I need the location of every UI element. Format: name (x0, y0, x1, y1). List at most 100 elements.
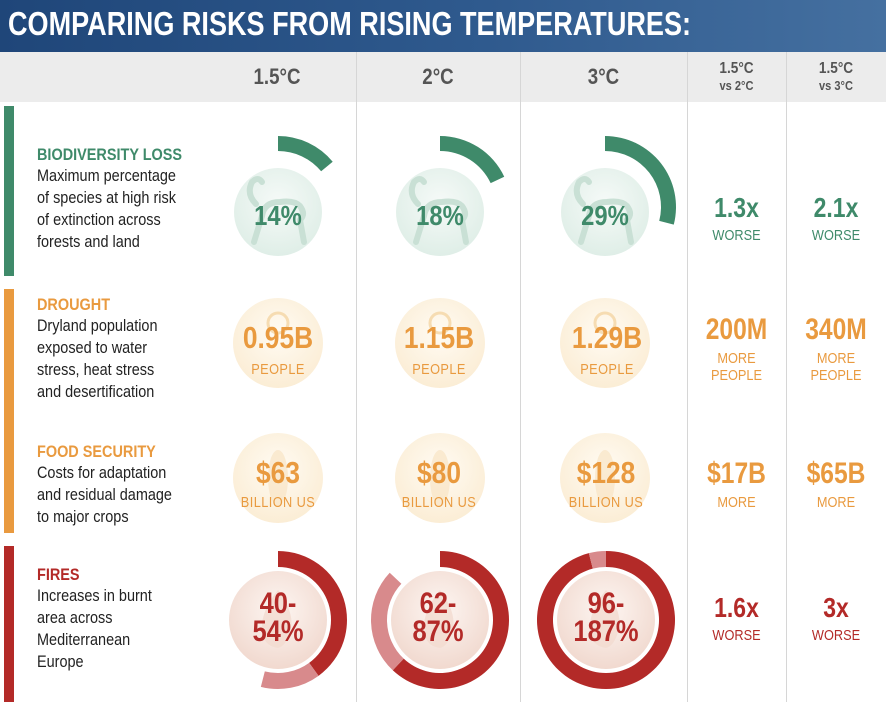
food-cmp-2c-unit: MORE (717, 494, 756, 511)
biodiversity-cmp-2c-unit: WORSE (712, 227, 761, 244)
drought-value-1-5c: 0.95B (242, 320, 314, 355)
drought-value-2c: 1.15B (403, 320, 475, 355)
drought-unit: PEOPLE (580, 361, 634, 378)
sun-icon (428, 311, 452, 335)
drought-bubble (560, 298, 650, 388)
column-header-3c: 3°C (587, 64, 620, 89)
biodiversity-arc (278, 136, 333, 172)
category-desc-line: stress, heat stress (37, 360, 155, 379)
drought-bubble (395, 298, 485, 388)
category-desc-line: to major crops (37, 507, 129, 526)
drought-unit: PEOPLE (251, 361, 305, 378)
monkey-icon (573, 176, 634, 245)
fires-arc-high (260, 662, 319, 689)
category-biodiversity: BIODIVERSITY LOSS Maximum percentage of … (37, 145, 217, 253)
food-unit: BILLION US (568, 494, 644, 511)
category-name: BIODIVERSITY LOSS (37, 145, 183, 164)
flame-icon (423, 590, 454, 648)
category-desc-line: and residual damage (37, 485, 172, 504)
category-desc-line: forests and land (37, 232, 140, 251)
fires-value-line: 54% (252, 615, 304, 648)
category-desc-line: Costs for adaptation (37, 463, 167, 482)
food-cmp-3c-unit: MORE (816, 494, 856, 511)
biodiversity-arc (440, 136, 505, 184)
column-divider (786, 52, 787, 702)
fires-value-1-5c: 40- 54% (236, 587, 321, 648)
column-header-line: 1.5°C (818, 60, 854, 77)
fires-cmp-3c-unit: WORSE (811, 627, 861, 644)
fires-arc-low (278, 551, 347, 676)
drought-value-3c: 1.29B (571, 320, 643, 355)
column-header-row: 1.5°C 2°C 3°C 1.5°C vs 2°C 1.5°C vs 3°C (0, 52, 886, 102)
drought-cmp-3c-value: 340M (805, 313, 867, 346)
category-desc-line: Europe (37, 652, 84, 671)
column-header-1-5c: 1.5°C (253, 64, 301, 89)
biodiversity-cmp-3c-value: 2.1x (813, 192, 859, 223)
category-desc-line: exposed to water (37, 338, 148, 357)
monkey-icon (246, 176, 307, 245)
fires-cmp-2c-value: 1.6x (714, 592, 759, 623)
column-header-1-5-vs-3: 1.5°C vs 3°C (794, 52, 879, 102)
column-divider (356, 52, 357, 702)
food-unit: BILLION US (240, 494, 316, 511)
column-header-line: vs 2°C (719, 78, 754, 93)
biodiversity-value-1-5c: 14% (254, 200, 302, 231)
category-name: FOOD SECURITY (37, 442, 156, 461)
fires-value-line: 96- (587, 587, 625, 620)
monkey-icon (408, 176, 469, 245)
category-desc-line: and desertification (37, 382, 155, 401)
fires-value-line: 40- (259, 587, 297, 620)
drought-bubble (233, 298, 323, 388)
category-desc-line: Maximum percentage (37, 166, 176, 185)
drought-cmp-2c-unit2: PEOPLE (710, 367, 763, 384)
category-fires: FIRES Increases in burnt area across Med… (37, 565, 217, 673)
column-header-1-5-vs-2: 1.5°C vs 2°C (694, 52, 778, 102)
fires-value-line: 87% (412, 615, 464, 648)
fires-cmp-3c-value: 3x (823, 592, 849, 623)
biodiversity-value-3c: 29% (581, 200, 629, 231)
biodiversity-cmp-3c-unit: WORSE (811, 227, 861, 244)
category-desc-line: Increases in burnt (37, 586, 152, 605)
biodiversity-category-bar (4, 106, 14, 276)
drought-food-category-bar (4, 289, 14, 533)
page-title: COMPARING RISKS FROM RISING TEMPERATURES… (8, 5, 692, 42)
sun-icon (593, 311, 617, 335)
flame-icon (589, 590, 620, 648)
column-header-line: 1.5°C (719, 60, 754, 77)
category-desc-line: Dryland population (37, 316, 158, 335)
drought-cmp-2c-unit1: MORE (717, 350, 756, 367)
title-bar: COMPARING RISKS FROM RISING TEMPERATURES… (0, 0, 886, 52)
fires-value-line: 62- (419, 587, 457, 620)
category-desc-line: of species at high risk (37, 188, 176, 207)
category-name: FIRES (37, 565, 80, 584)
food-cmp-3c-value: $65B (806, 457, 866, 490)
fires-arc-high (588, 551, 606, 569)
corn-icon (268, 450, 288, 506)
food-unit: BILLION US (401, 494, 477, 511)
corn-icon (595, 450, 615, 506)
drought-cmp-3c-unit2: PEOPLE (810, 367, 862, 384)
column-divider (687, 52, 688, 702)
column-header-2c: 2°C (422, 64, 454, 89)
fires-cmp-2c-unit: WORSE (712, 627, 761, 644)
flame-icon (261, 590, 292, 648)
biodiversity-cmp-2c-value: 1.3x (714, 192, 759, 223)
category-desc-line: of extinction across (37, 210, 161, 229)
drought-cmp-2c-value: 200M (705, 313, 768, 346)
food-value-1-5c: $63 (256, 455, 300, 490)
fires-arc-low (392, 551, 510, 690)
sun-icon (266, 311, 290, 335)
drought-unit: PEOPLE (412, 361, 466, 378)
category-food-security: FOOD SECURITY Costs for adaptation and r… (37, 442, 217, 528)
food-cmp-2c-value: $17B (707, 457, 766, 490)
fires-value-3c: 96- 187% (564, 587, 649, 648)
category-desc-line: Mediterranean (37, 630, 131, 649)
food-value-3c: $128 (576, 455, 636, 490)
corn-icon (430, 450, 450, 506)
column-divider (520, 52, 521, 702)
fires-value-2c: 62- 87% (396, 587, 481, 648)
fires-value-line: 187% (573, 615, 639, 648)
drought-cmp-3c-unit1: MORE (816, 350, 856, 367)
fires-category-bar (4, 546, 14, 702)
